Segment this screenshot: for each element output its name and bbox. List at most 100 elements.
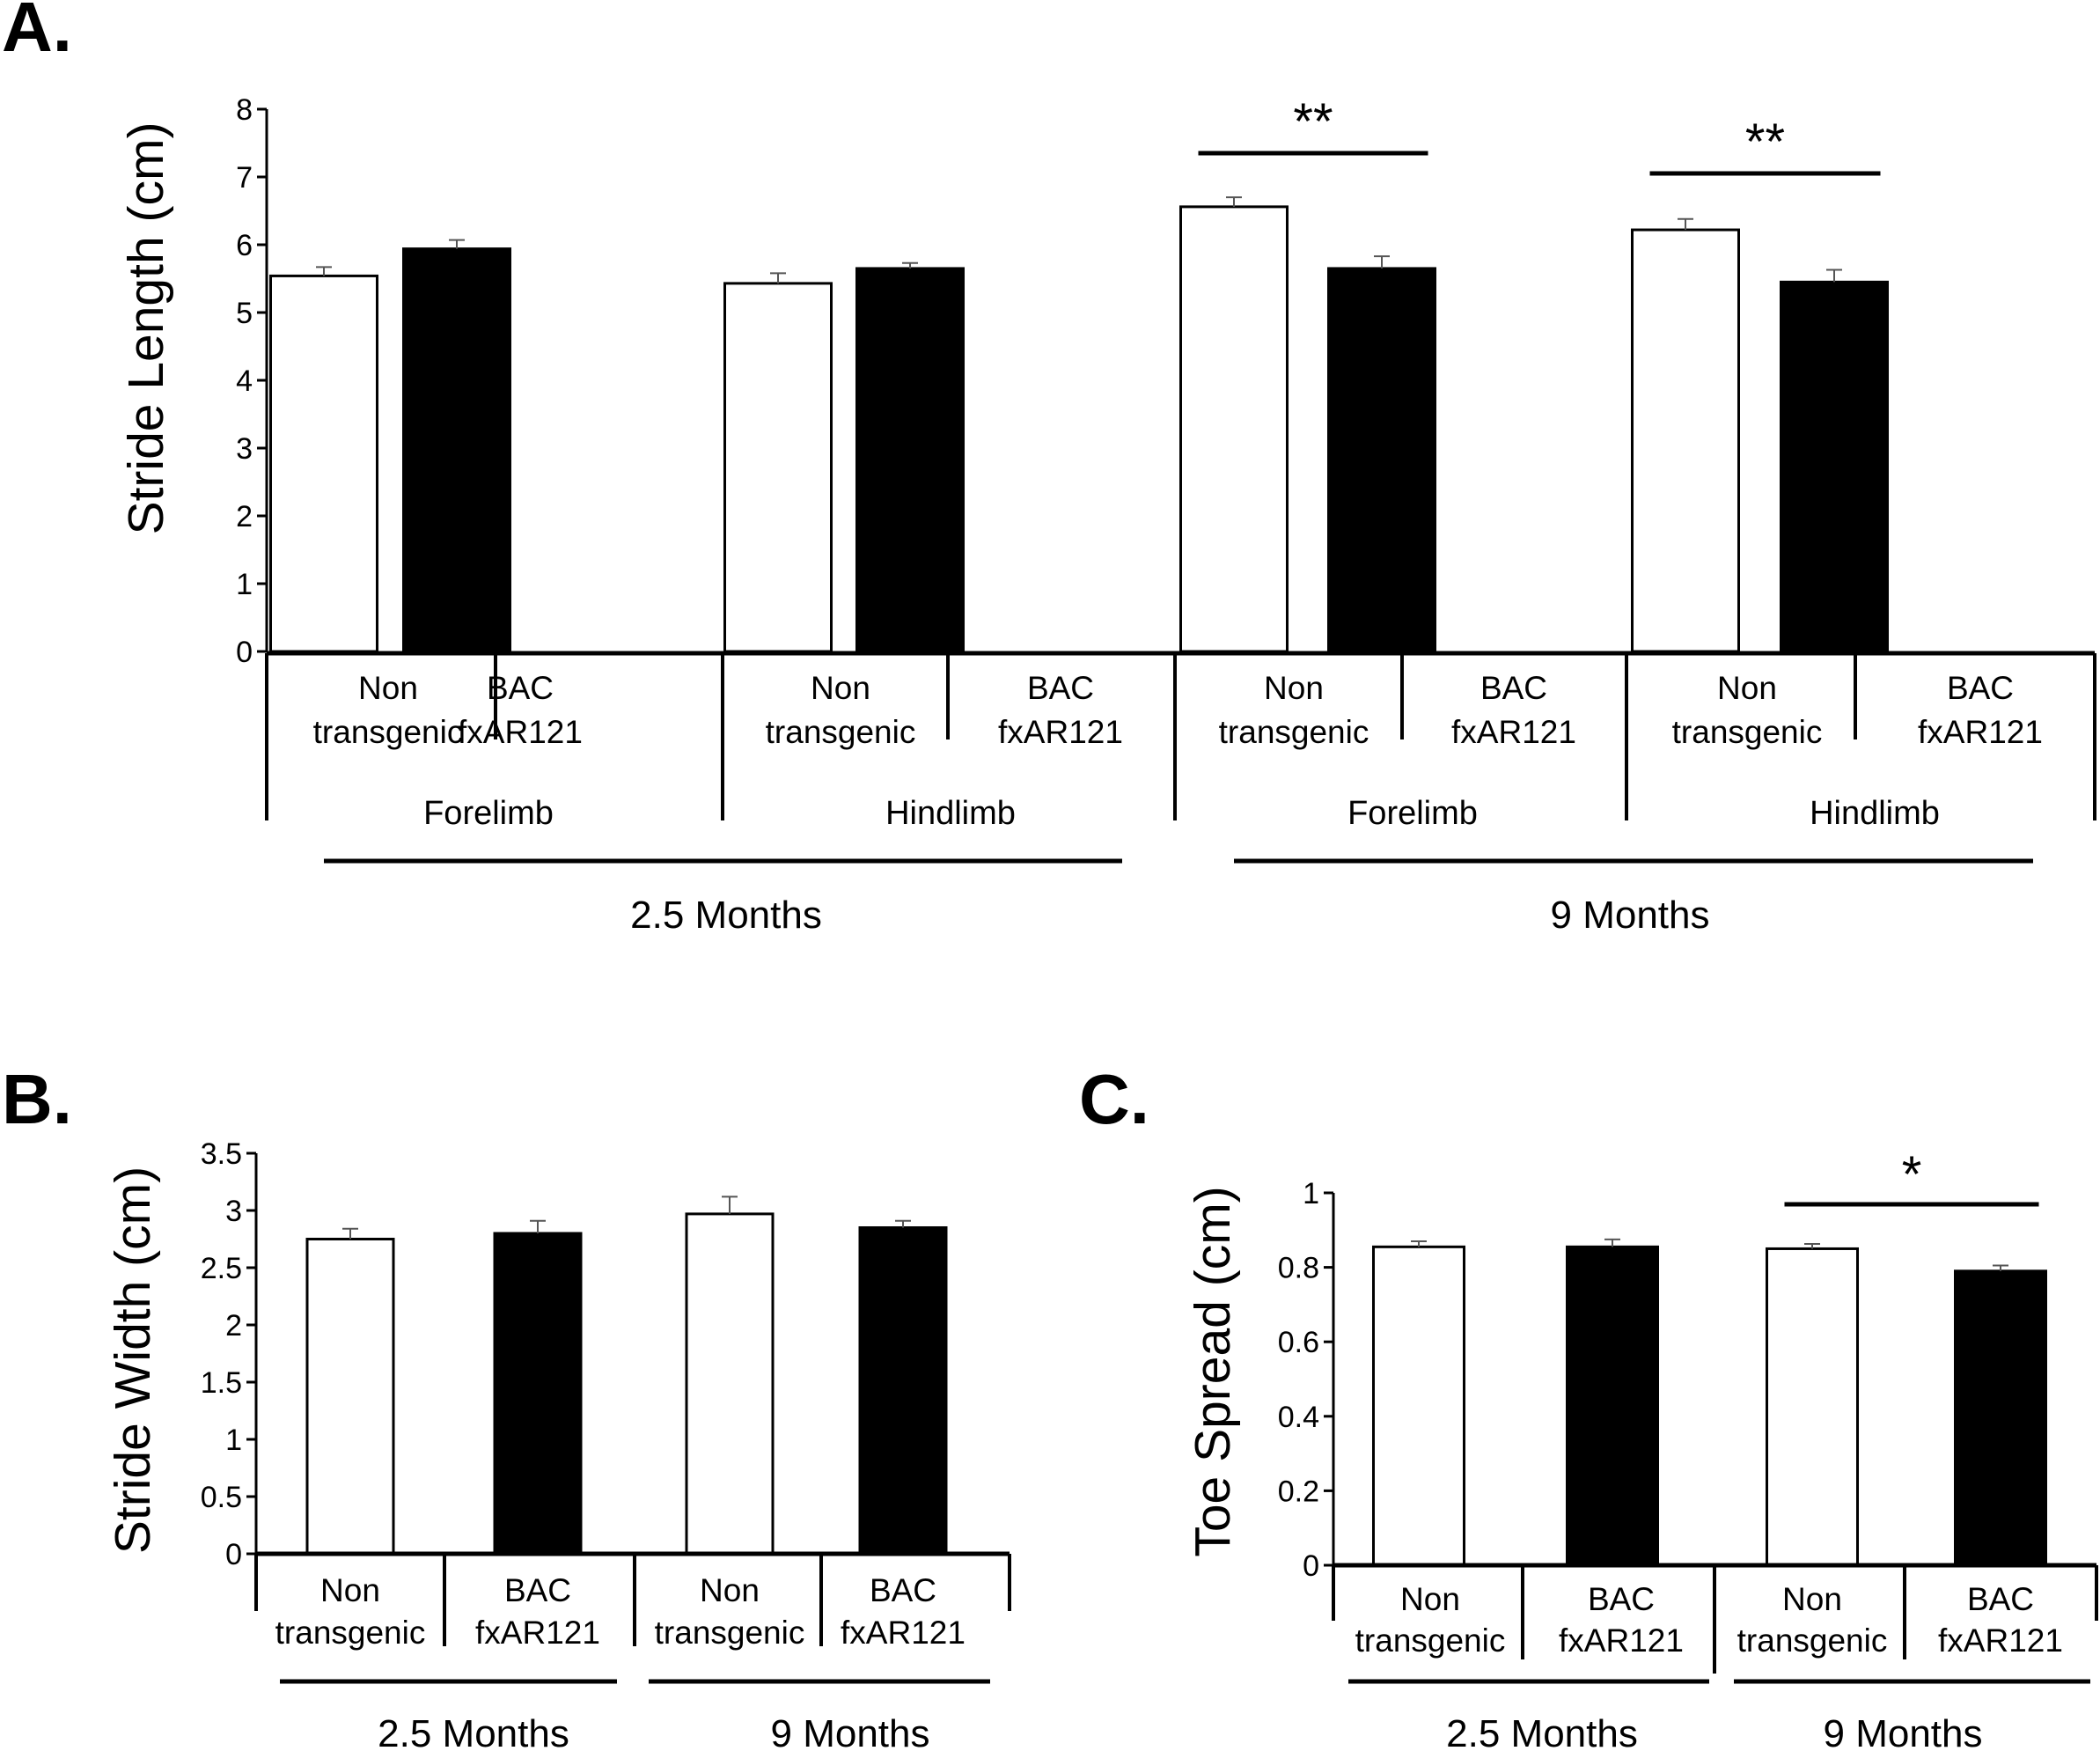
bar-control xyxy=(305,1238,395,1556)
panel-a-bars xyxy=(269,196,1889,653)
y-tick-label: 0 xyxy=(1303,1549,1319,1583)
bar-transgenic xyxy=(1566,1245,1659,1567)
bar-transgenic xyxy=(855,267,965,653)
panel-b-time-label-1: 2.5 Months xyxy=(378,1712,569,1751)
panel-a-limb-label-2: Hindlimb xyxy=(885,795,1016,832)
panel-a-significance: ** ** xyxy=(1198,93,1881,176)
category-label-line1: BAC xyxy=(1947,670,2014,706)
panel-c-time-label-1: 2.5 Months xyxy=(1446,1712,1638,1751)
bar-transgenic xyxy=(858,1226,948,1556)
bar-control xyxy=(685,1212,775,1556)
significance-marker: ** xyxy=(1745,114,1785,171)
y-tick-label: 1 xyxy=(236,568,253,601)
bar-control xyxy=(269,274,378,653)
y-tick-label: 1.5 xyxy=(201,1366,242,1400)
category-label-line1: Non xyxy=(1717,670,1777,706)
category-label-line1: BAC xyxy=(870,1572,936,1608)
panel-a-category-labels: Non transgenic BAC fxAR121 Non transgenic BAC f… xyxy=(313,670,2043,750)
bar-control xyxy=(1766,1247,1859,1567)
panel-c-category-labels: Non transgenic BAC fxAR121 Non transgenic BAC f… xyxy=(1355,1581,2063,1659)
y-tick-label: 0.2 xyxy=(1278,1475,1319,1508)
panel-b-category-labels: Non transgenic BAC fxAR121 Non transgenic BAC f… xyxy=(275,1572,966,1651)
category-label-line2: transgenic xyxy=(1219,714,1369,750)
bar-control xyxy=(1631,228,1740,653)
bar-control xyxy=(1179,205,1289,653)
panel-a-category-table xyxy=(265,651,2096,820)
y-tick-label: 2.5 xyxy=(201,1252,242,1285)
category-label-line1: Non xyxy=(700,1572,760,1608)
bar-control xyxy=(723,282,833,653)
category-label-line1: BAC xyxy=(1967,1581,2034,1617)
panel-c-y-axis: 0 0.2 0.4 0.6 0.8 1 xyxy=(1278,1177,1335,1583)
y-tick-label: 0 xyxy=(225,1538,242,1571)
category-label-line2: fxAR121 xyxy=(841,1615,966,1651)
significance-marker: ** xyxy=(1293,93,1333,151)
panel-a-y-axis: 0 1 2 3 4 5 6 7 8 xyxy=(236,93,268,669)
category-label-line1: Non xyxy=(320,1572,380,1608)
y-tick-label: 0.4 xyxy=(1278,1401,1319,1434)
y-tick-label: 0 xyxy=(236,636,253,669)
panel-c-category-table xyxy=(1332,1563,2098,1674)
panel-a-limb-label-3: Forelimb xyxy=(1347,795,1478,832)
category-label-line2: transgenic xyxy=(275,1615,426,1651)
panel-b-category-table xyxy=(254,1551,1011,1646)
category-label-line2: transgenic xyxy=(1672,714,1823,750)
category-label-line2: fxAR121 xyxy=(458,714,583,750)
category-label-line1: Non xyxy=(811,670,870,706)
panel-c-y-axis-title: Toe Spread (cm) xyxy=(1185,1186,1241,1556)
y-tick-label: 0.6 xyxy=(1278,1326,1319,1359)
y-tick-label: 0.5 xyxy=(201,1481,242,1514)
category-label-line2: transgenic xyxy=(766,714,916,750)
y-tick-label: 2 xyxy=(236,500,253,533)
category-label-line1: BAC xyxy=(1480,670,1547,706)
category-label-line1: BAC xyxy=(504,1572,571,1608)
y-tick-label: 7 xyxy=(236,161,253,195)
y-tick-label: 3 xyxy=(236,432,253,466)
category-label-line2: transgenic xyxy=(1737,1622,1888,1659)
bar-transgenic xyxy=(493,1232,583,1556)
y-tick-label: 6 xyxy=(236,229,253,262)
category-label-line2: transgenic xyxy=(313,714,464,750)
panel-a-letter: A. xyxy=(2,0,72,66)
category-label-line1: Non xyxy=(1400,1581,1460,1617)
category-label-line1: BAC xyxy=(1027,670,1094,706)
panel-b-letter: B. xyxy=(2,1060,72,1138)
y-tick-label: 8 xyxy=(236,93,253,127)
significance-marker: * xyxy=(1902,1146,1922,1203)
y-tick-label: 0.8 xyxy=(1278,1252,1319,1285)
panel-a-y-axis-title: Stride Length (cm) xyxy=(118,122,174,535)
bar-transgenic xyxy=(1327,267,1436,653)
category-label-line1: Non xyxy=(1264,670,1324,706)
category-label-line2: transgenic xyxy=(655,1615,805,1651)
category-label-line1: BAC xyxy=(1588,1581,1655,1617)
panel-c: C. Toe Spread (cm) 0 0.2 0.4 0.6 0.8 1 * Non t… xyxy=(1079,1060,2098,1751)
bar-transgenic xyxy=(402,247,511,653)
bar-control xyxy=(1372,1245,1465,1567)
y-tick-label: 1 xyxy=(225,1424,242,1457)
panel-a-limb-label-1: Forelimb xyxy=(423,795,554,832)
panel-c-letter: C. xyxy=(1079,1060,1149,1138)
panel-b-bars xyxy=(305,1196,948,1556)
panel-a-time-label-1: 2.5 Months xyxy=(630,894,822,937)
category-label-line2: fxAR121 xyxy=(1559,1622,1684,1659)
panel-c-time-label-2: 9 Months xyxy=(1824,1712,1983,1751)
y-tick-label: 2 xyxy=(225,1309,242,1343)
category-label-line2: fxAR121 xyxy=(1938,1622,2063,1659)
panel-b-y-axis: 0 0.5 1 1.5 2 2.5 3 3.5 xyxy=(201,1137,258,1571)
category-label-line2: transgenic xyxy=(1355,1622,1506,1659)
panel-b: B. Stride Width (cm) 0 0.5 1 1.5 2 2.5 3 3.5 No… xyxy=(2,1060,1011,1751)
panel-a: A. Stride Length (cm) 0 1 2 3 4 5 6 7 8 ** ** Non… xyxy=(2,0,2096,937)
category-label-line2: fxAR121 xyxy=(1918,714,2043,750)
category-label-line2: fxAR121 xyxy=(998,714,1123,750)
panel-c-significance: * xyxy=(1784,1146,2039,1207)
y-tick-label: 4 xyxy=(236,364,253,398)
category-label-line1: Non xyxy=(1782,1581,1842,1617)
category-label-line2: fxAR121 xyxy=(1451,714,1576,750)
category-label-line2: fxAR121 xyxy=(475,1615,600,1651)
category-label-line1: Non xyxy=(358,670,418,706)
panel-c-bars xyxy=(1372,1238,2047,1567)
panel-b-time-label-2: 9 Months xyxy=(771,1712,930,1751)
y-tick-label: 3 xyxy=(225,1195,242,1228)
